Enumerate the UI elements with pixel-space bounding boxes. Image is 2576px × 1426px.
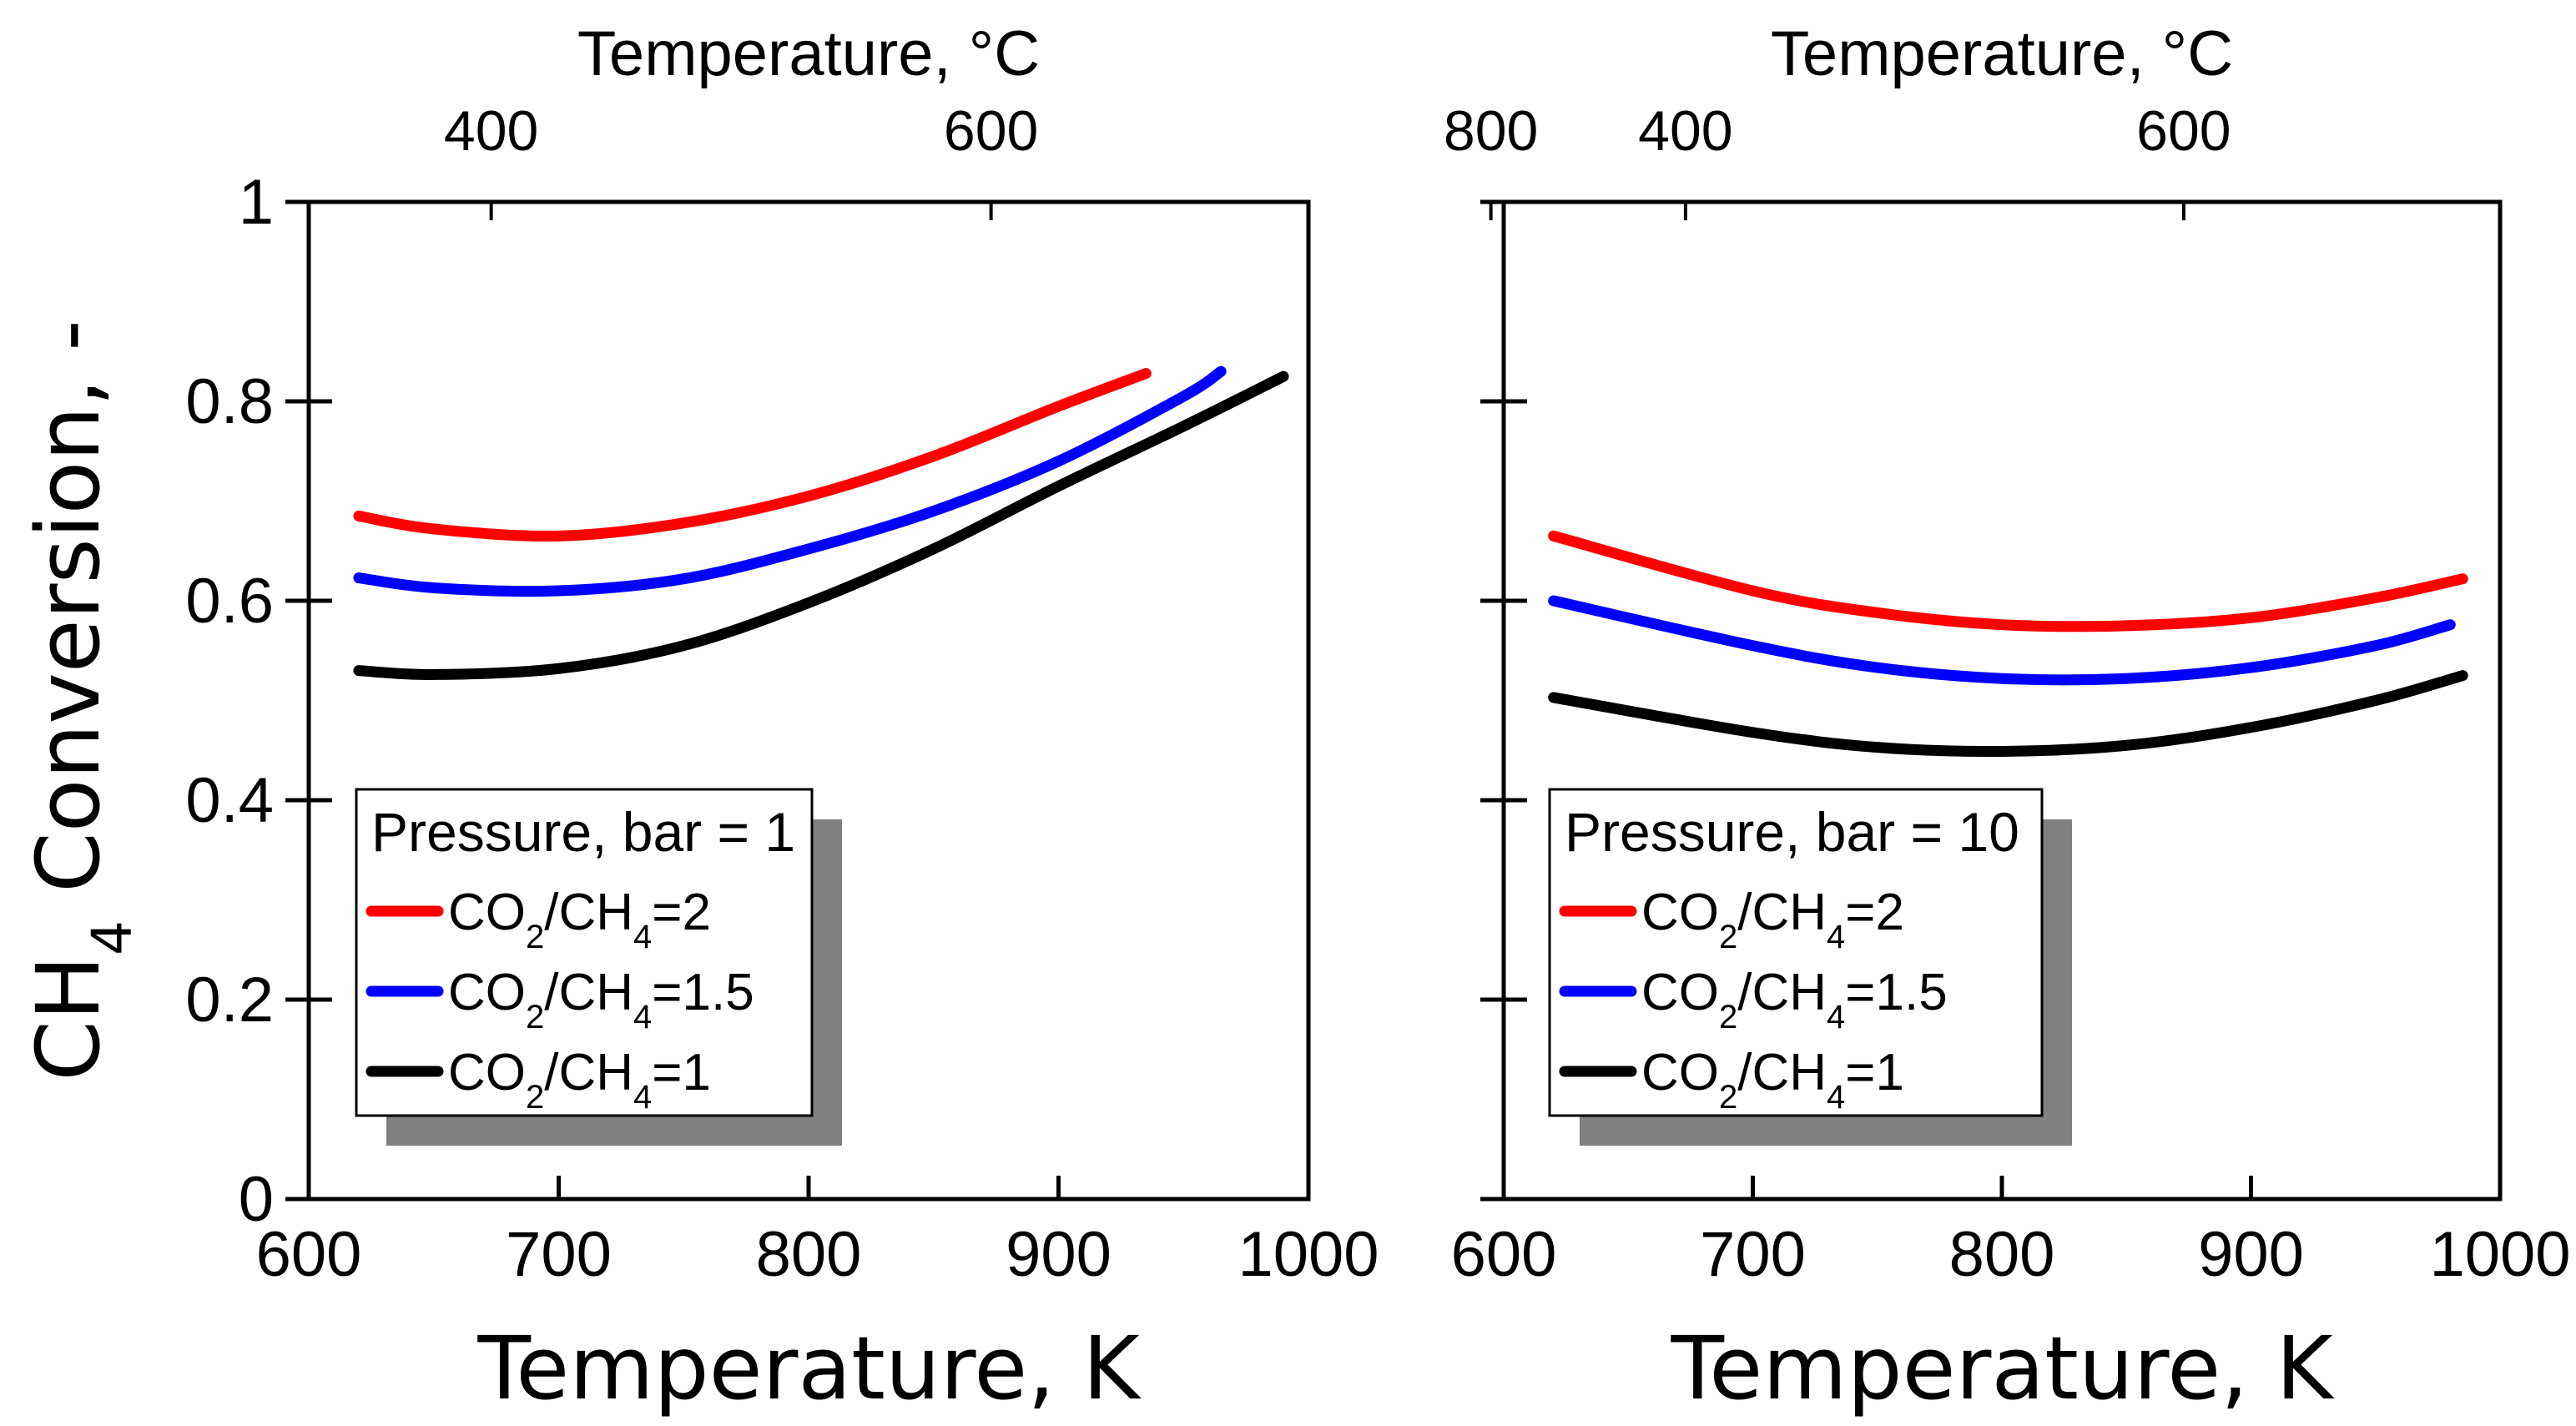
top-tick-label: 600 xyxy=(944,99,1038,163)
legend: Pressure, bar = 1CO2/CH4=2CO2/CH4=1.5CO2… xyxy=(355,788,814,1117)
x-axis-title: Temperature, K xyxy=(476,1318,1142,1419)
legend-title: Pressure, bar = 10 xyxy=(1565,801,2019,863)
x-axis-title: Temperature, K xyxy=(1670,1318,2335,1419)
x-tick-label: 900 xyxy=(2198,1219,2304,1290)
x-tick-label: 800 xyxy=(1949,1219,2055,1290)
series-line-0 xyxy=(353,368,1152,542)
y-tick-label: 0.4 xyxy=(185,765,274,836)
legend-label-part: 2 xyxy=(526,1079,544,1116)
y-tick-label: 0.6 xyxy=(185,566,274,637)
y-tick-label: 0.2 xyxy=(185,965,274,1035)
legend-label-1: CO2/CH4=1.5 xyxy=(448,964,754,1035)
legend-label-part: 2 xyxy=(1719,1079,1737,1116)
legend-label-part: =1 xyxy=(652,1044,711,1101)
x-tick-label: 1000 xyxy=(1238,1219,1379,1290)
legend-label-part: /CH xyxy=(1737,884,1827,941)
series-line-1 xyxy=(353,365,1227,597)
legend-label-2: CO2/CH4=1 xyxy=(448,1044,711,1116)
legend-label-part: 2 xyxy=(526,999,544,1035)
y-tick-label: 0 xyxy=(239,1164,274,1235)
legend-label-part: CO xyxy=(448,1044,526,1101)
legend-title: Pressure, bar = 1 xyxy=(371,801,795,863)
y-axis-title-rest: Conversion, - xyxy=(18,320,119,920)
series-line-2 xyxy=(353,370,1289,680)
legend-label-1: CO2/CH4=1.5 xyxy=(1641,964,1948,1035)
legend-label-part: =1.5 xyxy=(1845,964,1947,1021)
legend-label-part: =1.5 xyxy=(652,964,754,1021)
top-tick-label: 800 xyxy=(1444,99,1538,163)
legend-label-part: CO xyxy=(1641,884,1719,941)
legend-label-part: /CH xyxy=(544,884,633,941)
top-tick-label: 400 xyxy=(1638,99,1732,163)
chart-panel-left: 600 700 800 900 1000 0 0.2 0.4 0.6 0.8 1 400 600 800 T… xyxy=(18,18,1538,1419)
x-tick-label: 1000 xyxy=(2429,1219,2570,1290)
legend: Pressure, bar = 10CO2/CH4=2CO2/CH4=1.5CO… xyxy=(1548,788,2044,1117)
legend-label-part: 4 xyxy=(633,919,652,955)
legend-label-part: =1 xyxy=(1845,1044,1904,1101)
legend-label-part: 2 xyxy=(1719,919,1737,955)
y-tick-label: 1 xyxy=(239,167,274,238)
legend-label-part: /CH xyxy=(1737,1044,1827,1101)
top-axis-title: Temperature, °C xyxy=(577,18,1040,89)
x-tick-label: 800 xyxy=(756,1219,862,1290)
top-tick-label: 400 xyxy=(444,99,538,163)
legend-label-part: 4 xyxy=(1827,1079,1845,1116)
x-tick-label: 700 xyxy=(1700,1219,1806,1290)
legend-label-part: 4 xyxy=(633,999,652,1035)
y-axis-title-sub: 4 xyxy=(80,920,144,955)
top-tick-label: 600 xyxy=(2136,99,2231,163)
legend-label-0: CO2/CH4=2 xyxy=(1641,884,1904,955)
legend-label-part: CO xyxy=(448,964,526,1021)
legend-label-part: =2 xyxy=(1845,884,1904,941)
legend-label-part: 2 xyxy=(1719,999,1737,1035)
x-tick-label: 900 xyxy=(1006,1219,1112,1290)
top-axis-title: Temperature, °C xyxy=(1771,18,2233,89)
legend-label-part: 2 xyxy=(526,919,544,955)
legend-label-2: CO2/CH4=1 xyxy=(1641,1044,1904,1116)
legend-label-part: /CH xyxy=(544,1044,633,1101)
legend-label-part: /CH xyxy=(1737,964,1827,1021)
legend-label-part: 4 xyxy=(1827,999,1845,1035)
legend-box xyxy=(355,788,814,1117)
y-tick-label: 0.8 xyxy=(185,366,274,437)
x-tick-label: 600 xyxy=(1451,1219,1557,1290)
legend-label-part: 4 xyxy=(1827,919,1845,955)
y-axis-title-main: CH xyxy=(18,955,119,1081)
legend-label-part: CO xyxy=(1641,964,1719,1021)
x-tick-label: 600 xyxy=(256,1219,362,1290)
chart-panel-right: 6007008009001000400600800Temperature, °C… xyxy=(1451,18,2571,1419)
legend-label-part: =2 xyxy=(652,884,711,941)
legend-box xyxy=(1548,788,2044,1117)
legend-label-part: 4 xyxy=(633,1079,652,1116)
legend-label-part: /CH xyxy=(544,964,633,1021)
legend-label-part: CO xyxy=(1641,1044,1719,1101)
series-line-2 xyxy=(1548,670,2468,758)
legend-label-part: CO xyxy=(448,884,526,941)
series-line-1 xyxy=(1548,595,2456,686)
y-axis-title: CH4 Conversion, - xyxy=(18,320,144,1081)
series-line-0 xyxy=(1548,530,2468,632)
legend-label-0: CO2/CH4=2 xyxy=(448,884,711,955)
x-tick-label: 700 xyxy=(506,1219,612,1290)
